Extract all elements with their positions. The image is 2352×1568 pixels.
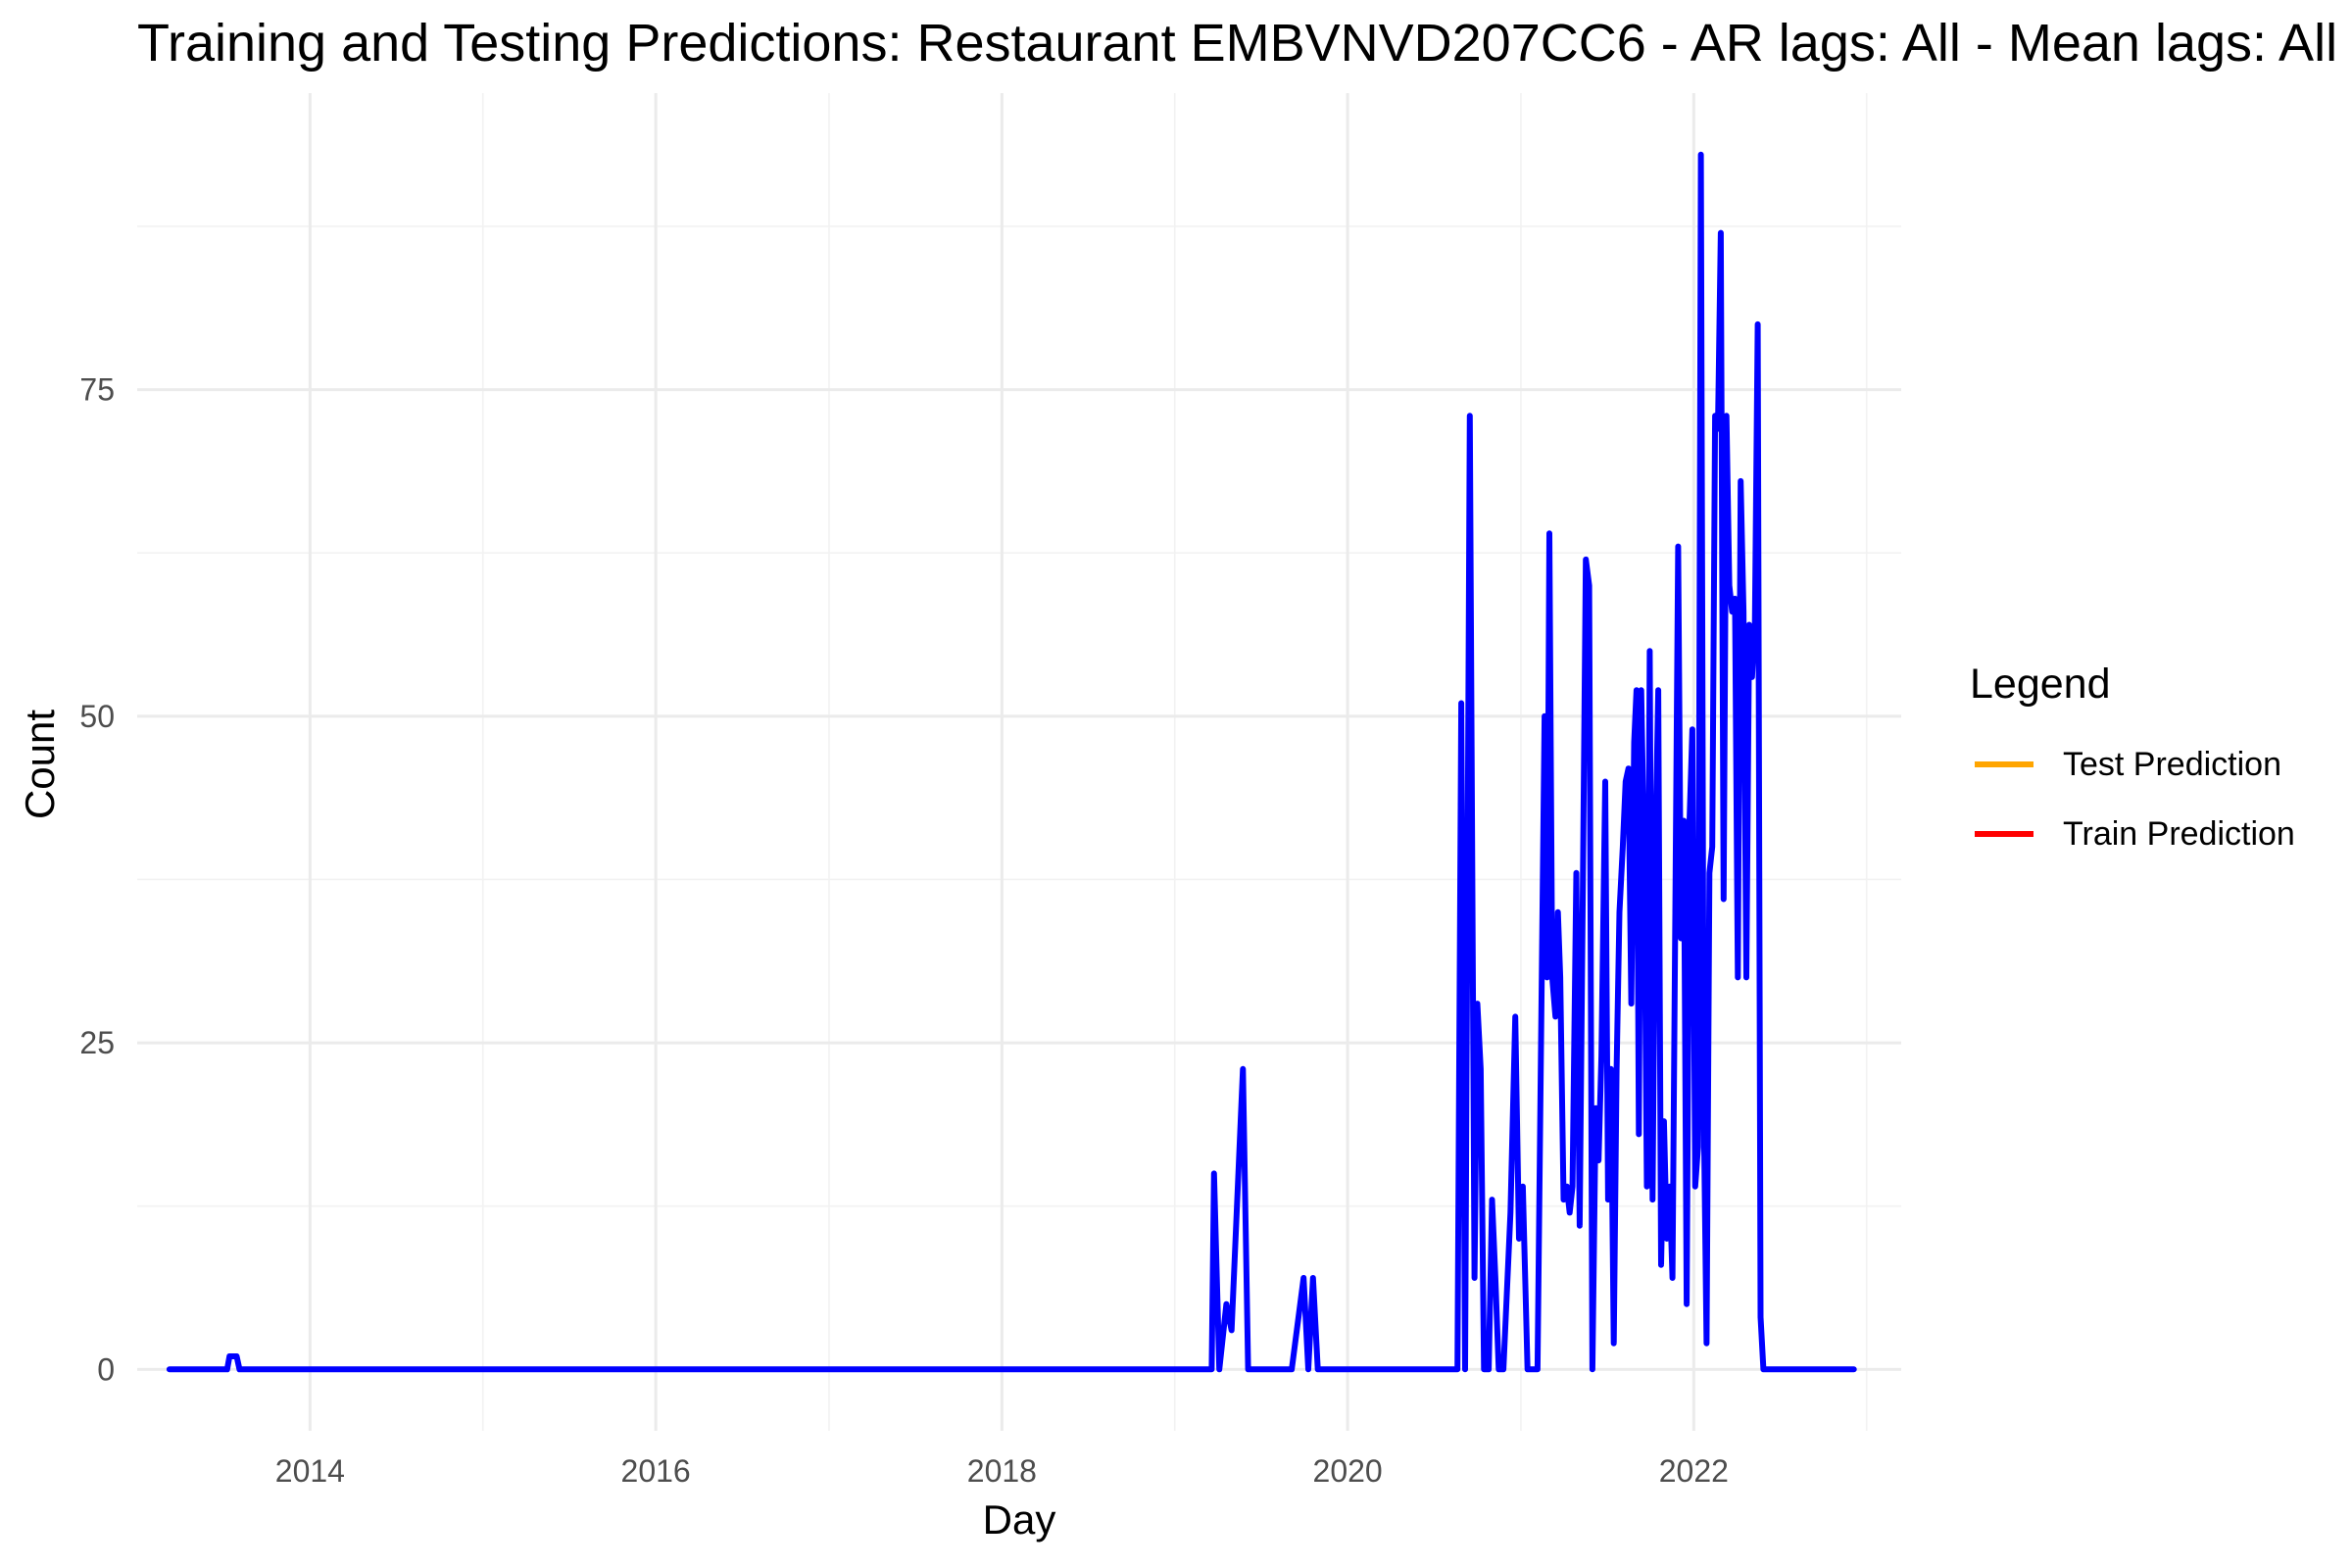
- y-axis-ticks: 0 25 50 75: [79, 372, 115, 1388]
- y-tick-label: 25: [79, 1025, 115, 1060]
- data-series: [166, 151, 1857, 1373]
- x-tick-label: 2018: [967, 1453, 1037, 1489]
- legend: Legend Test Prediction Train Prediction: [1970, 661, 2295, 853]
- legend-title: Legend: [1970, 661, 2111, 708]
- y-axis-title: Count: [17, 710, 63, 819]
- x-axis-ticks: 2014 2016 2018 2020 2022: [275, 1453, 1729, 1489]
- y-tick-label: 50: [79, 699, 115, 734]
- x-tick-label: 2022: [1659, 1453, 1729, 1489]
- legend-entry-train-prediction: Train Prediction: [1975, 815, 2295, 853]
- x-axis-title: Day: [983, 1496, 1056, 1543]
- series-line: [166, 151, 1857, 1373]
- legend-entry-test-prediction: Test Prediction: [1975, 746, 2281, 783]
- legend-label-train-prediction: Train Prediction: [2063, 815, 2295, 853]
- legend-label-test-prediction: Test Prediction: [2063, 746, 2281, 783]
- x-tick-label: 2016: [621, 1453, 691, 1489]
- x-tick-label: 2020: [1313, 1453, 1383, 1489]
- y-tick-label: 0: [97, 1351, 115, 1387]
- chart-title: Training and Testing Predictions: Restau…: [137, 14, 2337, 73]
- x-tick-label: 2014: [275, 1453, 345, 1489]
- y-tick-label: 75: [79, 372, 115, 408]
